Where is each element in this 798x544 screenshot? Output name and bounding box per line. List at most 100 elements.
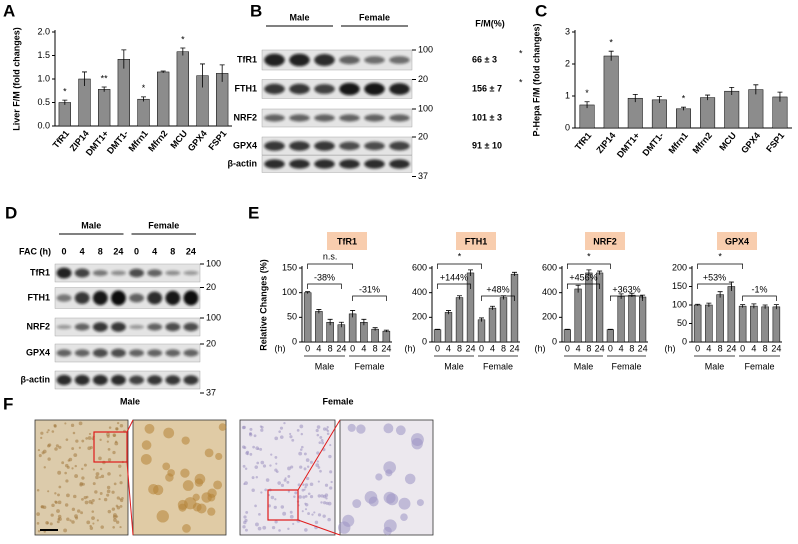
nucleus xyxy=(180,468,190,478)
error-bar xyxy=(180,47,186,56)
error-bar xyxy=(219,64,225,82)
annotation: +53% xyxy=(703,272,726,282)
nucleus xyxy=(69,519,72,522)
nucleus xyxy=(315,463,320,468)
nucleus xyxy=(243,446,247,450)
nucleus xyxy=(320,439,324,442)
nucleus xyxy=(301,488,305,492)
blot-band xyxy=(364,114,385,122)
nucleus xyxy=(325,428,328,431)
bar xyxy=(117,59,130,127)
nucleus xyxy=(99,492,103,495)
blot-band xyxy=(389,83,410,95)
x-tick-label: 24 xyxy=(465,343,475,353)
blot-strip xyxy=(261,108,413,128)
blot-band xyxy=(183,270,199,276)
blot-band xyxy=(364,82,385,96)
nucleus xyxy=(81,476,85,480)
nucleus xyxy=(162,462,171,471)
blot-band xyxy=(147,349,163,357)
bracket xyxy=(352,295,387,301)
error-bar xyxy=(706,302,712,307)
blot-strip xyxy=(54,343,201,363)
annotation: * xyxy=(718,251,722,261)
nucleus xyxy=(329,444,332,447)
nucleus xyxy=(75,439,79,443)
blot-strip xyxy=(54,370,201,390)
x-tick-label: 8 xyxy=(501,343,506,353)
x-tick-label: 0 xyxy=(479,343,484,353)
nucleus xyxy=(107,509,112,514)
nucleus xyxy=(243,482,246,486)
nucleus xyxy=(89,526,94,530)
nucleus xyxy=(98,497,101,501)
blot-band xyxy=(74,268,90,278)
nucleus xyxy=(304,486,307,489)
nucleus xyxy=(289,435,293,439)
nucleus xyxy=(249,427,253,431)
bracket xyxy=(742,295,777,301)
significance: * xyxy=(142,83,146,93)
nucleus xyxy=(319,435,323,439)
nucleus xyxy=(116,496,120,500)
nucleus xyxy=(255,446,259,450)
nucleus xyxy=(316,433,320,437)
bar xyxy=(303,292,312,343)
panel-letter: F xyxy=(3,394,13,413)
nucleus xyxy=(112,525,115,529)
nucleus xyxy=(274,436,279,441)
significance: * xyxy=(585,88,589,98)
row-label: GPX4 xyxy=(233,140,257,150)
nucleus xyxy=(116,421,120,425)
blot-band xyxy=(165,270,181,276)
bar xyxy=(628,294,636,343)
nucleus xyxy=(81,497,84,501)
nucleus xyxy=(307,492,311,496)
bar xyxy=(724,90,740,129)
micrograph-label: Female xyxy=(322,396,353,406)
y-tick-label: 400 xyxy=(412,287,427,297)
nucleus xyxy=(328,454,332,459)
nucleus xyxy=(299,424,304,429)
blot-band xyxy=(111,322,126,332)
blot-band xyxy=(92,322,108,332)
bar xyxy=(563,329,571,343)
blot-band xyxy=(339,159,360,169)
bar xyxy=(466,272,475,343)
panel-letter: D xyxy=(5,203,17,222)
error-bar xyxy=(327,318,333,326)
x-tick-label: 8 xyxy=(328,343,333,353)
error-bar xyxy=(338,321,344,328)
blot-band xyxy=(339,114,360,122)
nucleus xyxy=(260,460,265,465)
error-bar xyxy=(446,310,451,315)
nucleus xyxy=(267,504,271,508)
y-tick-label: 1.5 xyxy=(37,50,50,60)
x-tick-label: Mfrn1 xyxy=(666,130,689,155)
nucleus xyxy=(316,460,319,463)
significance: ** xyxy=(101,73,109,83)
bar xyxy=(348,313,357,343)
nucleus xyxy=(262,525,267,530)
nucleus xyxy=(298,451,303,456)
nucleus xyxy=(276,470,279,473)
ratio: 101 ± 3 xyxy=(472,112,502,122)
error-bar xyxy=(457,295,462,300)
bar xyxy=(761,306,769,343)
x-tick-label: 4 xyxy=(576,343,581,353)
row-label: TfR1 xyxy=(30,267,50,277)
nucleus xyxy=(87,436,92,440)
nucleus xyxy=(78,446,81,449)
nucleus xyxy=(40,431,44,435)
error-bar xyxy=(141,96,146,102)
lane-label: 4 xyxy=(152,246,157,256)
ratio-header: F/M(%) xyxy=(475,18,505,28)
blot-strip xyxy=(54,317,201,337)
nucleus xyxy=(330,480,333,484)
nucleus xyxy=(88,500,93,504)
nucleus xyxy=(73,494,77,499)
nucleus xyxy=(260,428,264,432)
x-tick-label: 4 xyxy=(446,343,451,353)
nucleus xyxy=(322,501,327,505)
nucleus xyxy=(289,432,292,436)
